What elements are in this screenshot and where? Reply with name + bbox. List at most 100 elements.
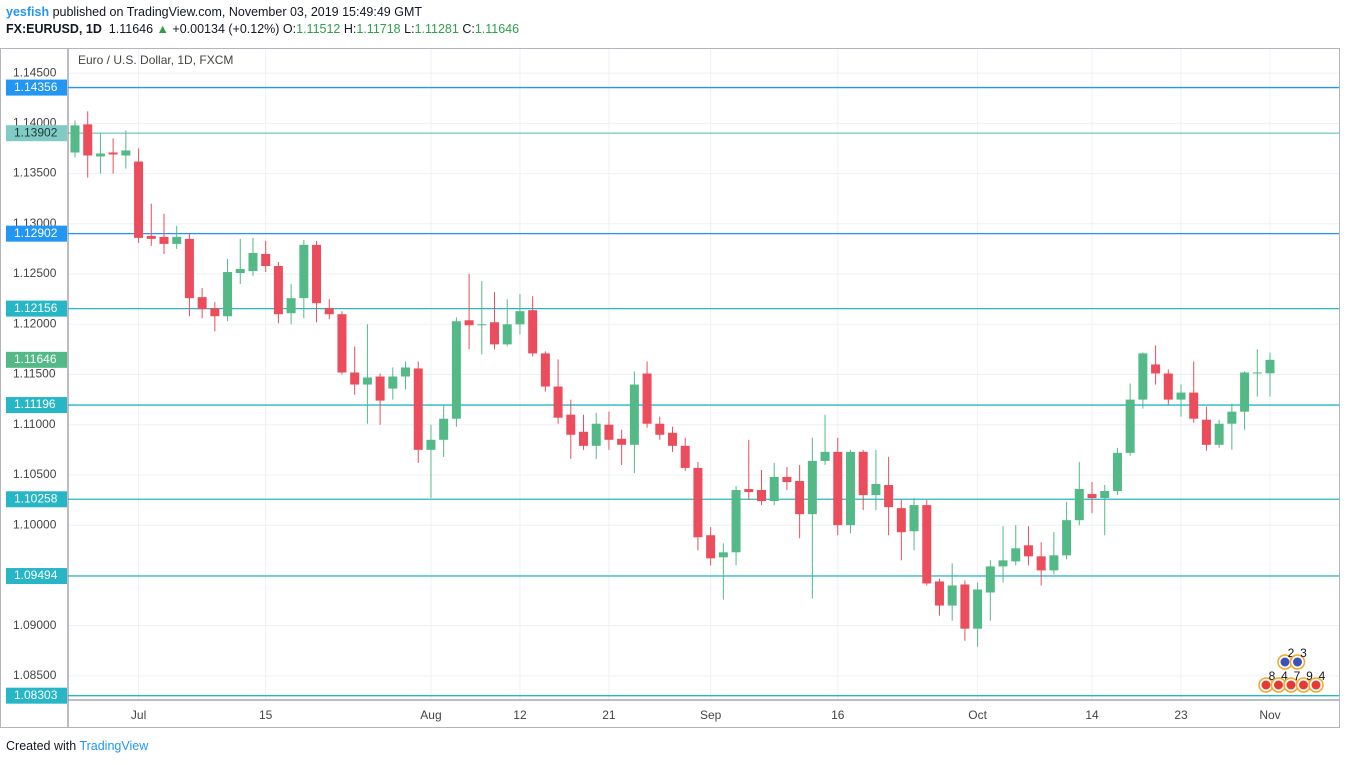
candle-body xyxy=(490,322,500,345)
change: +0.00134 (+0.12%) xyxy=(172,22,280,36)
level-label-box xyxy=(6,79,67,96)
y-tick-label: 1.14500 xyxy=(13,65,57,79)
brand[interactable]: TradingView xyxy=(79,739,149,753)
candle-body xyxy=(1023,545,1033,557)
symbol: FX:EURUSD, 1D xyxy=(6,22,102,36)
level-label: 1.13902 xyxy=(14,125,58,139)
event-flag-inner xyxy=(1261,680,1271,690)
level-label: 1.08303 xyxy=(14,688,58,702)
candle-body xyxy=(820,451,830,461)
candle-body xyxy=(1062,520,1072,556)
candle-body xyxy=(744,489,754,493)
author[interactable]: yesfish xyxy=(6,5,50,19)
candle-body xyxy=(579,431,589,446)
candle-body xyxy=(1125,399,1135,453)
candle-body xyxy=(922,505,932,584)
candle-body xyxy=(248,252,258,272)
level-label: 1.11196 xyxy=(14,397,56,411)
candle-body xyxy=(1011,548,1021,562)
candle-body xyxy=(693,467,703,538)
candle-body xyxy=(1240,372,1250,412)
candle-body xyxy=(464,320,474,326)
candle-body xyxy=(655,423,665,435)
quote-line: FX:EURUSD, 1D 1.11646 ▲ +0.00134 (+0.12%… xyxy=(6,21,519,38)
candle-body xyxy=(184,238,194,299)
candle-body xyxy=(1252,372,1262,374)
event-flag-inner xyxy=(1286,680,1296,690)
candle-body xyxy=(312,244,322,304)
candle-body xyxy=(540,353,550,387)
level-label: 1.10258 xyxy=(14,491,58,505)
candle-body xyxy=(1189,392,1199,419)
candle-body xyxy=(439,418,449,440)
last-price-box xyxy=(6,351,67,368)
candle-body xyxy=(731,490,741,553)
candle-body xyxy=(337,314,347,373)
published: published on TradingView.com, November 0… xyxy=(49,5,423,19)
candle-body xyxy=(121,150,131,156)
candle-body xyxy=(515,311,525,325)
level-label-box xyxy=(6,687,67,704)
event-flag-inner xyxy=(1299,680,1308,690)
candle-body xyxy=(95,153,105,157)
candle-body xyxy=(833,451,843,526)
l-label: L: xyxy=(404,22,415,36)
candle-body xyxy=(680,445,690,468)
created: Created with xyxy=(6,739,77,753)
level-label-box xyxy=(6,225,67,242)
footer: Created with TradingView xyxy=(6,739,148,753)
x-tick-label: Nov xyxy=(1259,708,1280,722)
y-tick-label: 1.08500 xyxy=(13,668,57,682)
candle-body xyxy=(210,308,220,317)
candle-body xyxy=(1227,411,1237,424)
candle-body xyxy=(629,384,639,445)
candle-body xyxy=(159,236,169,244)
y-tick-label: 1.09000 xyxy=(13,618,57,632)
candle-body xyxy=(884,485,894,508)
candle-body xyxy=(947,585,957,606)
x-tick-label: Sep xyxy=(700,708,722,722)
event-count: 2 xyxy=(1288,646,1295,660)
candle-body xyxy=(1138,353,1148,400)
candle-body xyxy=(273,266,283,315)
candle-body xyxy=(718,552,728,558)
level-label: 1.12156 xyxy=(14,301,58,315)
candle-body xyxy=(896,508,906,533)
candle-body xyxy=(795,480,805,515)
candle-body xyxy=(706,535,716,559)
level-label-box xyxy=(6,491,67,508)
candle-body xyxy=(83,124,93,156)
x-tick-label: 21 xyxy=(602,708,616,722)
candle-body xyxy=(668,432,677,446)
candle-body xyxy=(566,414,576,435)
low: 1.11281 xyxy=(414,22,459,36)
candle-body xyxy=(375,376,385,401)
x-tick-label: 14 xyxy=(1085,708,1099,722)
x-tick-label: Aug xyxy=(420,708,441,722)
candle-body xyxy=(388,376,398,389)
x-tick-label: Oct xyxy=(968,708,987,722)
candle-body xyxy=(1087,494,1097,499)
close: 1.11646 xyxy=(474,22,520,36)
candle-body xyxy=(1049,555,1059,571)
h-label: H: xyxy=(343,22,357,36)
level-label: 1.09494 xyxy=(14,568,58,582)
y-tick-label: 1.12500 xyxy=(13,266,57,280)
candle-body xyxy=(451,321,461,419)
level-label-box xyxy=(6,125,67,142)
y-tick-label: 1.11000 xyxy=(13,417,56,431)
o-label: O: xyxy=(282,22,297,36)
candle-body xyxy=(553,386,563,418)
candle-body xyxy=(528,310,538,354)
candle-body xyxy=(642,373,652,424)
candle-body xyxy=(172,236,182,244)
candle-body xyxy=(261,253,271,267)
chart-title: Euro / U.S. Dollar, 1D, FXCM xyxy=(78,53,233,67)
candle-body xyxy=(591,423,601,446)
event-count: 4 xyxy=(1319,669,1326,683)
candle-body xyxy=(1036,556,1046,571)
level-label-box xyxy=(6,300,67,317)
candle-body xyxy=(134,161,144,238)
candle-body xyxy=(769,476,779,502)
candle-body xyxy=(1163,373,1173,400)
